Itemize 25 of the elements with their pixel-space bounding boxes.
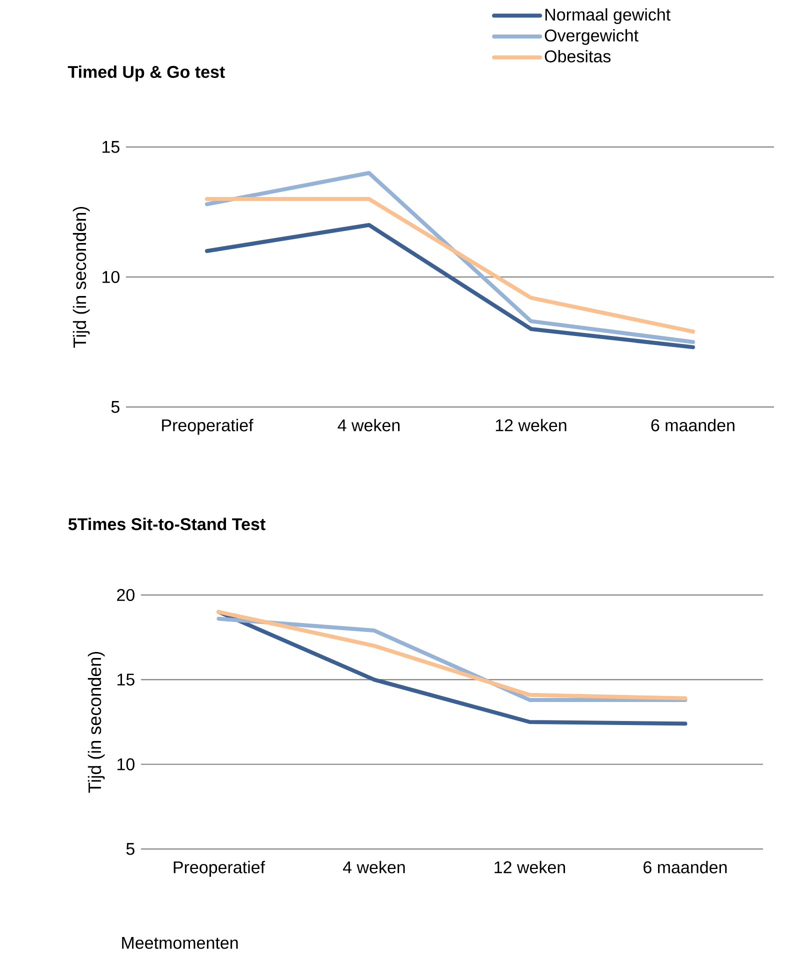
- x-tick-label: Preoperatief: [162, 418, 254, 435]
- x-tick-label: 12 weken: [496, 418, 566, 432]
- y-tick-label: 5: [111, 401, 120, 413]
- legend-label: Overgewicht: [544, 29, 638, 45]
- y-axis-title: Tijd (in seconden): [72, 206, 90, 348]
- x-tick-label: 6 maanden: [644, 860, 727, 874]
- line-series: [204, 170, 695, 344]
- x-tick-label: 4 weken: [342, 860, 405, 874]
- y-axis-title: Tijd (in seconden): [88, 652, 105, 793]
- x-axis-title: Meetmomenten: [122, 937, 238, 949]
- y-tick-label: 10: [102, 270, 120, 284]
- chart-title: Timed Up & Go test: [68, 65, 225, 82]
- y-tick-label: 20: [117, 588, 134, 602]
- x-tick-label: 4 weken: [338, 418, 400, 432]
- legend-label: Obesitas: [544, 50, 611, 62]
- x-tick-label: Preoperatief: [174, 860, 266, 877]
- line-series: [204, 222, 695, 350]
- x-tick-label: 12 weken: [494, 860, 565, 874]
- x-tick-label: 6 maanden: [651, 418, 734, 432]
- y-tick-label: 15: [102, 141, 120, 153]
- y-tick-label: 10: [118, 758, 134, 770]
- y-tick-label: 5: [126, 843, 134, 855]
- y-tick-label: 15: [118, 674, 134, 686]
- legend-label: Normaal gewicht: [545, 8, 671, 24]
- chart-title: 5Times Sit-to-Stand Test: [68, 518, 266, 530]
